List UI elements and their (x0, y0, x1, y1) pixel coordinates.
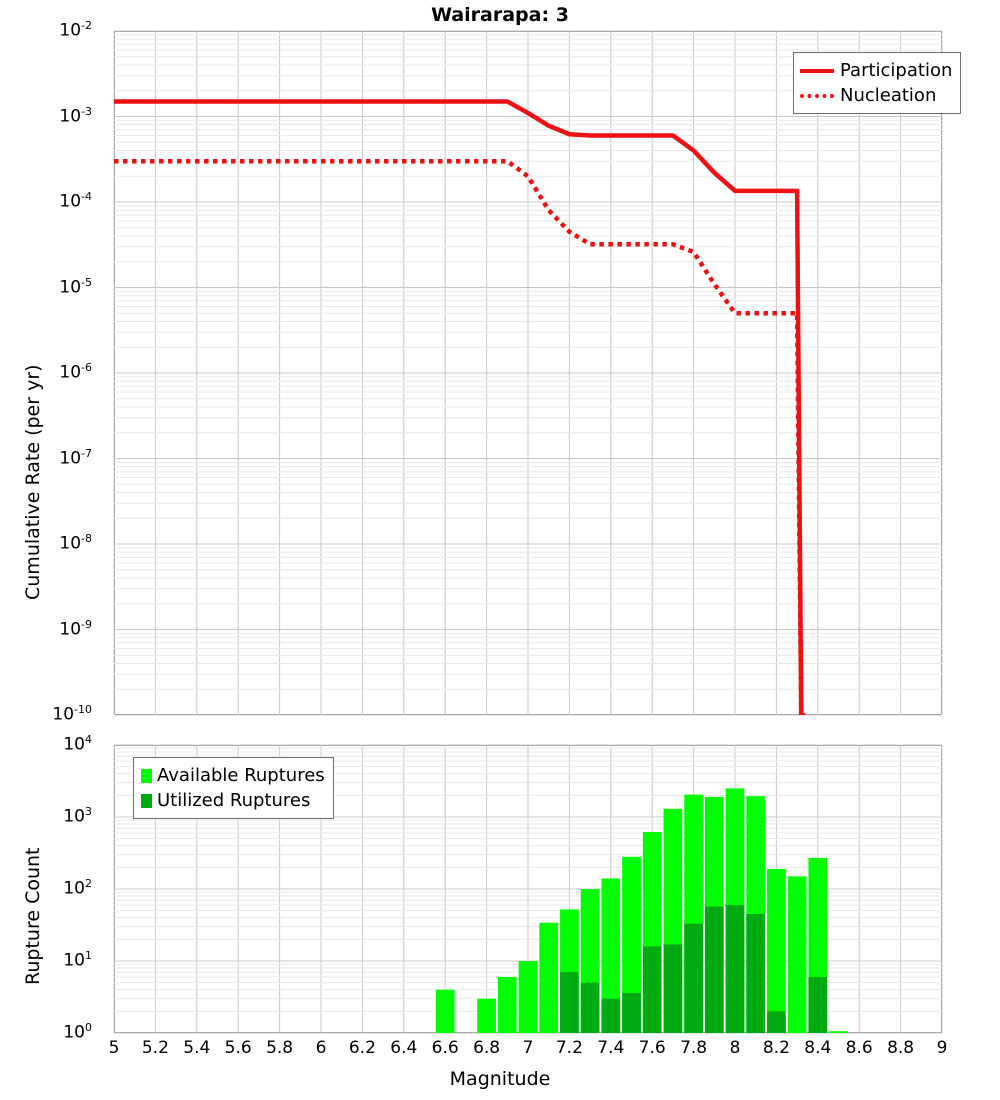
x-tick-8.8: 8.8 (887, 1038, 915, 1058)
bar-available-7.1 (539, 922, 559, 1033)
bar-available-6.8 (477, 998, 496, 1033)
bar-available-7.4 (601, 878, 621, 1033)
legend-label-participation: Participation (840, 60, 953, 81)
dotted-line-swatch-icon (800, 93, 834, 98)
legend-label-nucleation: Nucleation (840, 85, 937, 106)
curve-nucleation (114, 158, 804, 715)
bottom-y-tick-1: 101 (63, 949, 92, 971)
bar-utilized-7.2 (560, 972, 579, 1033)
bar-available-7.5 (622, 856, 641, 1033)
x-tick-6.2: 6.2 (348, 1038, 376, 1058)
bar-utilized-8.4 (808, 976, 828, 1033)
x-tick-5.8: 5.8 (266, 1038, 294, 1058)
bar-utilized-7.5 (622, 992, 641, 1033)
x-tick-6: 6 (315, 1038, 327, 1058)
bar-utilized-8.2 (767, 1011, 786, 1033)
x-tick-5.4: 5.4 (183, 1038, 211, 1058)
bar-available-6.9 (497, 976, 517, 1033)
utilized-color-swatch-icon (141, 793, 152, 808)
x-axis-title: Magnitude (449, 1068, 551, 1090)
legend-item-available-ruptures[interactable]: Available Ruptures (140, 763, 325, 788)
bar-utilized-7.7 (663, 944, 683, 1033)
bar-utilized-7.3 (580, 982, 600, 1033)
x-tick-7.6: 7.6 (638, 1038, 666, 1058)
x-tick-8.6: 8.6 (845, 1038, 873, 1058)
bottom-y-tick-3: 103 (63, 805, 92, 827)
legend-item-nucleation[interactable]: Nucleation (800, 83, 952, 108)
legend-item-utilized-ruptures[interactable]: Utilized Ruptures (140, 788, 325, 813)
top-y-tick--4: 10-4 (59, 190, 92, 212)
x-tick-7.2: 7.2 (555, 1038, 583, 1058)
x-tick-6.4: 6.4 (390, 1038, 418, 1058)
bar-utilized-7.4 (601, 998, 621, 1033)
available-color-swatch-icon (141, 768, 152, 783)
bar-utilized-7.8 (684, 923, 703, 1033)
bar-utilized-8.1 (746, 913, 766, 1033)
bottom-y-tick-0: 100 (63, 1021, 92, 1043)
top-y-tick--7: 10-7 (59, 446, 92, 469)
bar-available-8.3 (787, 876, 807, 1033)
x-tick-9: 9 (936, 1038, 948, 1058)
legend-label-available-ruptures: Available Ruptures (157, 765, 325, 786)
top-y-tick--6: 10-6 (59, 361, 92, 383)
top-y-tick--3: 10-3 (59, 104, 92, 127)
top-y-tick--10: 10-10 (52, 703, 92, 725)
top-y-tick--8: 10-8 (59, 532, 92, 554)
solid-line-swatch-icon (800, 68, 834, 73)
bar-available-8.2 (767, 868, 786, 1033)
legend-label-utilized-ruptures: Utilized Ruptures (157, 790, 311, 811)
bottom-y-tick-4: 104 (63, 733, 92, 755)
bar-utilized-8 (725, 904, 745, 1033)
x-tick-5.6: 5.6 (224, 1038, 252, 1058)
top-legend: Participation Nucleation (793, 52, 962, 114)
x-tick-7.8: 7.8 (680, 1038, 708, 1058)
x-tick-8: 8 (729, 1038, 741, 1058)
bar-utilized-7.6 (642, 946, 662, 1033)
x-tick-6.8: 6.8 (473, 1038, 501, 1058)
bar-available-8.5 (829, 1031, 848, 1033)
bar-available-7 (518, 961, 538, 1033)
top-y-tick--5: 10-5 (59, 275, 92, 298)
curve-participation (114, 99, 806, 715)
x-tick-8.2: 8.2 (762, 1038, 790, 1058)
bar-utilized-7.9 (704, 906, 724, 1033)
x-tick-7.4: 7.4 (597, 1038, 625, 1058)
x-tick-5.2: 5.2 (141, 1038, 169, 1058)
bottom-y-tick-2: 102 (63, 877, 92, 899)
x-tick-5: 5 (108, 1038, 120, 1058)
page-title: Wairarapa: 3 (431, 4, 569, 26)
top-y-tick--9: 10-9 (59, 617, 92, 640)
x-tick-7: 7 (522, 1038, 534, 1058)
top-y-tick--2: 10-2 (59, 19, 92, 41)
bottom-legend: Available Ruptures Utilized Ruptures (133, 757, 334, 819)
legend-item-participation[interactable]: Participation (800, 58, 952, 83)
bar-available-6.6 (435, 989, 455, 1033)
x-tick-6.6: 6.6 (431, 1038, 459, 1058)
x-tick-8.4: 8.4 (804, 1038, 832, 1058)
